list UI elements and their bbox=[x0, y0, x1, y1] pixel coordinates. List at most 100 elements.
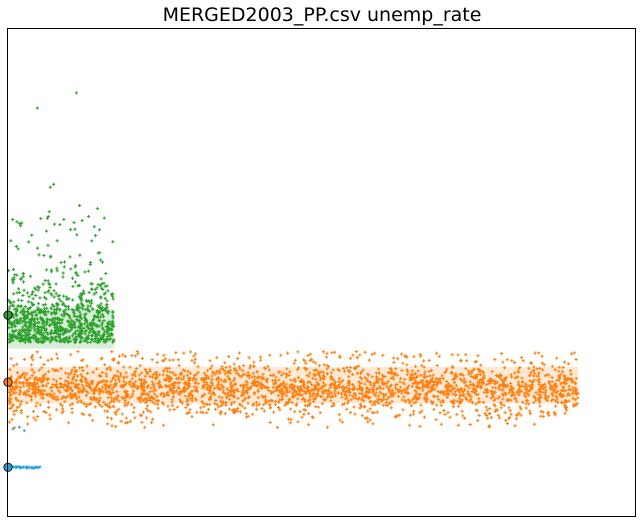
orange-point bbox=[298, 409, 302, 414]
orange-point bbox=[325, 351, 329, 355]
green-point bbox=[73, 340, 77, 345]
orange-point bbox=[80, 412, 84, 416]
orange-point bbox=[74, 382, 78, 386]
green-point bbox=[90, 239, 94, 243]
orange-point bbox=[147, 396, 151, 401]
orange-point bbox=[29, 395, 33, 399]
green-point bbox=[40, 319, 45, 323]
orange-point bbox=[553, 368, 557, 372]
orange-point bbox=[484, 413, 488, 418]
orange-point bbox=[138, 364, 142, 368]
orange-point bbox=[520, 356, 524, 360]
orange-point bbox=[400, 398, 404, 402]
orange-point bbox=[46, 370, 51, 374]
orange-point bbox=[308, 371, 312, 375]
orange-point bbox=[501, 388, 505, 392]
orange-point bbox=[163, 393, 167, 398]
orange-point bbox=[133, 374, 137, 378]
orange-point bbox=[479, 385, 483, 390]
orange-point bbox=[210, 377, 214, 382]
orange-point bbox=[128, 419, 132, 423]
green-point bbox=[57, 308, 62, 312]
green-point bbox=[20, 329, 24, 334]
orange-point bbox=[304, 361, 308, 365]
orange-point bbox=[342, 402, 347, 406]
orange-point bbox=[489, 416, 493, 420]
orange-point bbox=[504, 393, 508, 397]
orange-point bbox=[557, 393, 562, 397]
orange-point bbox=[18, 385, 23, 389]
orange-point bbox=[545, 398, 549, 402]
orange-point bbox=[174, 377, 179, 381]
orange-point bbox=[352, 385, 356, 389]
orange-point bbox=[271, 385, 275, 389]
orange-point bbox=[257, 383, 261, 387]
green-point bbox=[69, 322, 74, 327]
orange-point bbox=[460, 409, 464, 413]
orange-point bbox=[178, 398, 182, 402]
orange-point bbox=[82, 387, 87, 391]
orange-point bbox=[132, 410, 136, 414]
orange-point bbox=[170, 403, 174, 408]
orange-point bbox=[97, 389, 101, 394]
orange-point bbox=[462, 377, 466, 381]
orange-point bbox=[524, 406, 528, 410]
orange-point bbox=[493, 379, 497, 383]
orange-point bbox=[50, 389, 54, 393]
orange-point bbox=[96, 401, 100, 405]
orange-point bbox=[507, 406, 511, 410]
green-point bbox=[104, 271, 108, 276]
green-point bbox=[60, 313, 64, 317]
orange-point bbox=[503, 391, 507, 395]
orange-point bbox=[211, 390, 216, 394]
orange-point bbox=[363, 416, 367, 420]
orange-point bbox=[122, 375, 127, 379]
green-point bbox=[79, 293, 84, 298]
blue-outlier-point bbox=[18, 425, 21, 429]
orange-point bbox=[348, 365, 353, 369]
orange-point bbox=[125, 403, 129, 407]
plot-frame bbox=[7, 28, 636, 517]
orange-point bbox=[18, 388, 22, 392]
orange-point bbox=[476, 392, 480, 397]
orange-point bbox=[206, 375, 210, 379]
orange-point bbox=[64, 396, 68, 400]
green-point bbox=[16, 247, 20, 251]
green-point bbox=[104, 307, 108, 311]
orange-point bbox=[67, 386, 71, 390]
orange-point bbox=[374, 375, 379, 379]
orange-point bbox=[100, 380, 104, 384]
green-point bbox=[89, 324, 93, 328]
orange-point bbox=[325, 367, 329, 371]
orange-point bbox=[130, 377, 134, 381]
orange-point bbox=[372, 383, 376, 388]
orange-point bbox=[285, 372, 289, 376]
green-point bbox=[54, 338, 58, 342]
orange-point bbox=[293, 410, 297, 414]
green-point bbox=[111, 240, 115, 244]
orange-point bbox=[455, 412, 459, 417]
orange-point bbox=[272, 382, 276, 386]
green-point bbox=[72, 337, 76, 341]
green-point bbox=[34, 312, 38, 316]
orange-point bbox=[122, 384, 126, 388]
orange-point bbox=[88, 413, 92, 417]
orange-point bbox=[537, 379, 541, 383]
green-point bbox=[95, 323, 99, 327]
orange-point bbox=[488, 407, 492, 411]
orange-point bbox=[53, 369, 57, 373]
orange-point bbox=[358, 375, 362, 380]
orange-point bbox=[387, 395, 391, 399]
orange-point bbox=[576, 391, 580, 395]
green-point bbox=[100, 312, 104, 317]
orange-point bbox=[365, 386, 369, 391]
orange-point bbox=[519, 413, 523, 417]
orange-point bbox=[127, 380, 131, 385]
orange-point bbox=[161, 373, 165, 377]
orange-point bbox=[223, 378, 227, 382]
orange-point bbox=[360, 414, 364, 418]
orange-point bbox=[145, 398, 149, 403]
orange-point bbox=[527, 366, 531, 370]
green-point bbox=[18, 221, 22, 226]
green-point bbox=[80, 307, 84, 311]
